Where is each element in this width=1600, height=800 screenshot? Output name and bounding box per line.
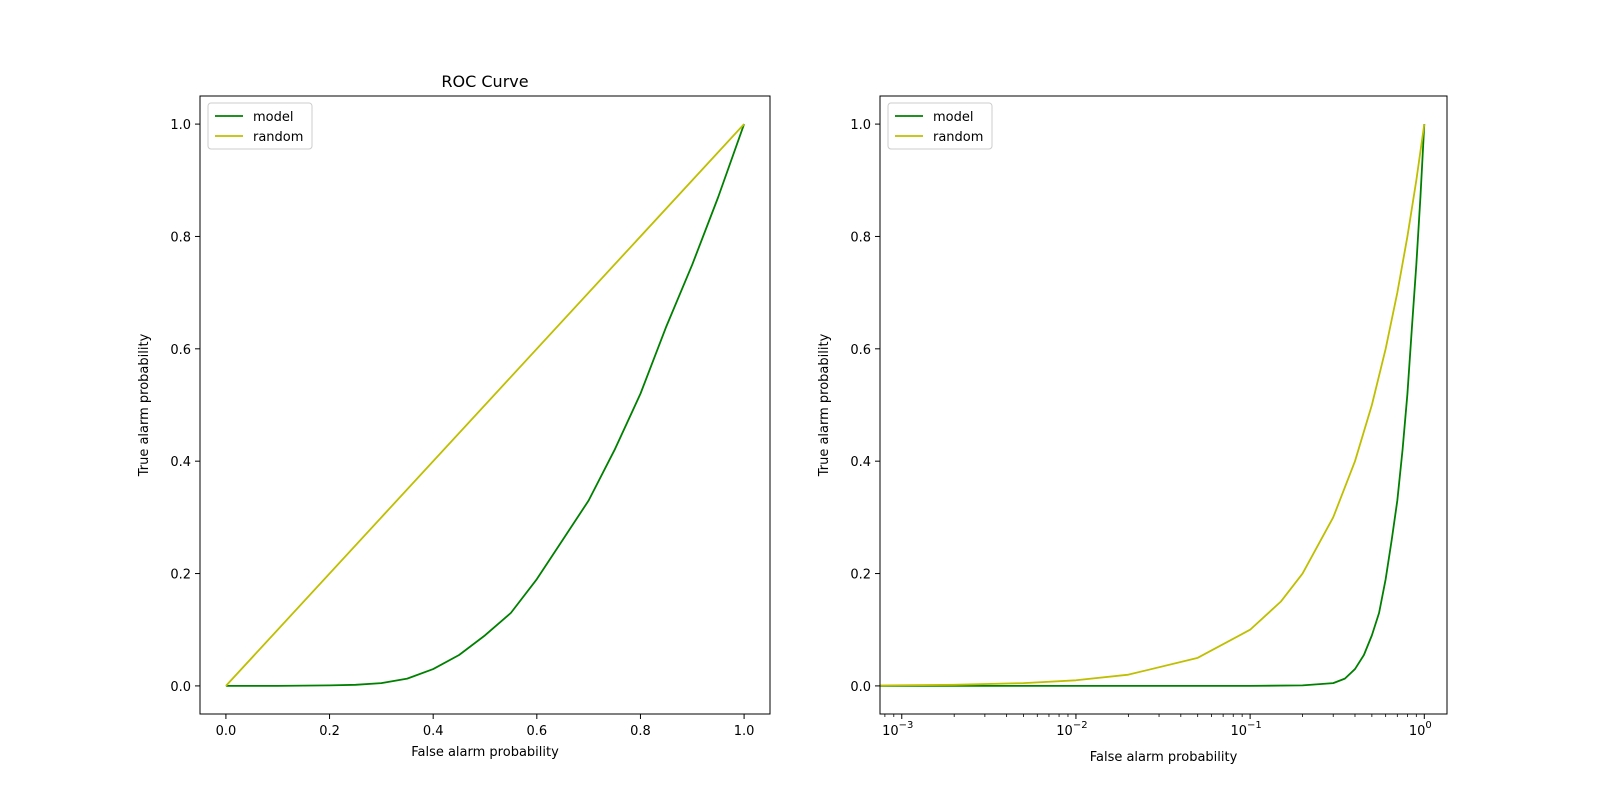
y-axis-label: True alarm probability	[137, 333, 152, 477]
axes-frame	[199, 95, 771, 715]
y-tick-label: 1.0	[170, 118, 191, 133]
x-tick-label: 0.0	[216, 724, 237, 739]
y-tick-label: 0.2	[170, 568, 191, 583]
axes-frame	[879, 95, 1448, 715]
series-line-model	[880, 124, 1426, 687]
x-tick-label: 0.8	[630, 724, 651, 739]
series-line-random	[225, 123, 745, 687]
x-tick-label: 10−1	[1230, 720, 1261, 739]
legend-label-model: model	[253, 110, 293, 125]
legend-label-random: random	[253, 130, 303, 145]
series-line-model	[225, 123, 745, 687]
x-tick-label-base: 10	[1409, 724, 1426, 739]
legend: model random	[207, 102, 313, 150]
x-tick-label: 10−2	[1056, 720, 1087, 739]
x-tick-label: 1.0	[734, 724, 755, 739]
y-tick-label: 0.2	[850, 568, 871, 583]
y-tick-label: 0.0	[850, 680, 871, 695]
legend: model random	[887, 102, 993, 150]
y-tick-label: 0.6	[850, 343, 871, 358]
y-tick-label: 1.0	[850, 118, 871, 133]
y-tick-label: 0.4	[170, 455, 191, 470]
x-tick-label-base: 10	[1230, 724, 1247, 739]
roc-linear-chart: 0.0 0.2 0.4 0.6 0.8 1.0 0.0 0.2 0.4 0.6 0.8 1.0 Fals…	[137, 72, 771, 760]
series-line-random	[880, 123, 1426, 687]
y-tick-label: 0.8	[850, 230, 871, 245]
x-tick-label: 0.4	[423, 724, 444, 739]
x-tick-label-exponent: 0	[1425, 720, 1431, 731]
x-tick-label-base: 10	[882, 724, 899, 739]
x-axis-label: False alarm probability	[1090, 750, 1238, 765]
x-tick-label-base: 10	[1056, 724, 1073, 739]
x-tick-label-exponent: −1	[1247, 720, 1262, 731]
y-tick-label: 0.6	[170, 343, 191, 358]
y-axis-label: True alarm probability	[817, 333, 832, 477]
y-tick-label: 0.4	[850, 455, 871, 470]
legend-label-random: random	[933, 130, 983, 145]
y-tick-label: 0.8	[170, 230, 191, 245]
legend-label-model: model	[933, 110, 973, 125]
x-tick-label: 0.2	[319, 724, 340, 739]
legend-box	[207, 102, 313, 150]
x-tick-label-exponent: −3	[899, 720, 914, 731]
x-axis-label: False alarm probability	[411, 745, 559, 760]
x-tick-label-exponent: −2	[1073, 720, 1088, 731]
x-tick-label: 100	[1409, 720, 1432, 739]
legend-box	[887, 102, 993, 150]
chart-title: ROC Curve	[441, 72, 528, 91]
x-tick-label: 0.6	[526, 724, 547, 739]
y-tick-label: 0.0	[170, 680, 191, 695]
x-tick-label: 10−3	[882, 720, 913, 739]
